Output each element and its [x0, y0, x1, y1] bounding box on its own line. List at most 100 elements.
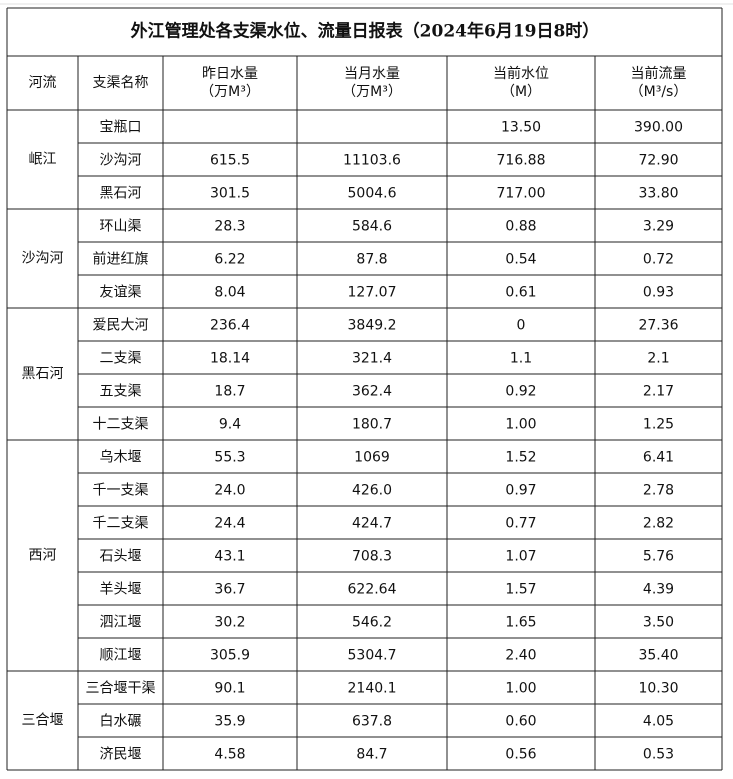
value-cell: 1.57 — [505, 582, 536, 598]
value-cell: 18.14 — [210, 351, 250, 367]
value-cell: 362.4 — [352, 384, 392, 400]
value-cell: 13.50 — [501, 120, 541, 136]
value-cell: 10.30 — [638, 681, 678, 697]
value-cell: 3.29 — [643, 219, 674, 235]
value-cell: 43.1 — [214, 549, 245, 565]
canal-name: 千一支渠 — [93, 483, 149, 499]
value-cell: 301.5 — [210, 186, 250, 202]
value-cell: 5004.6 — [348, 186, 397, 202]
value-cell: 2.82 — [643, 516, 674, 532]
value-cell: 6.22 — [214, 252, 245, 268]
canal-name: 环山渠 — [100, 219, 142, 235]
value-cell: 4.39 — [643, 582, 674, 598]
canal-name: 宝瓶口 — [100, 120, 142, 136]
value-cell: 0.88 — [505, 219, 536, 235]
value-cell: 2.1 — [647, 351, 669, 367]
header-cell: （M） — [501, 84, 541, 100]
value-cell: 2.78 — [643, 483, 674, 499]
value-cell: 0.54 — [505, 252, 536, 268]
header-cell: （M³/s） — [630, 84, 688, 100]
value-cell: 30.2 — [214, 615, 245, 631]
value-cell: 1.07 — [505, 549, 536, 565]
value-cell: 716.88 — [497, 153, 546, 169]
value-cell: 424.7 — [352, 516, 392, 532]
value-cell: 27.36 — [638, 318, 678, 334]
river-cell: 沙沟河 — [22, 251, 64, 267]
value-cell: 3849.2 — [348, 318, 397, 334]
value-cell: 1.25 — [643, 417, 674, 433]
canal-name: 三合堰干渠 — [86, 681, 156, 697]
value-cell: 305.9 — [210, 648, 250, 664]
value-cell: 426.0 — [352, 483, 392, 499]
value-cell: 5.76 — [643, 549, 674, 565]
canal-name: 千二支渠 — [93, 516, 149, 532]
value-cell: 4.58 — [214, 747, 245, 763]
header-cell: 昨日水量 — [202, 66, 258, 82]
value-cell: 87.8 — [356, 252, 387, 268]
canal-name: 羊头堰 — [100, 582, 142, 598]
value-cell: 236.4 — [210, 318, 250, 334]
value-cell: 35.40 — [638, 648, 678, 664]
value-cell: 4.05 — [643, 714, 674, 730]
value-cell: 1.1 — [510, 351, 532, 367]
value-cell: 0.72 — [643, 252, 674, 268]
value-cell: 36.7 — [214, 582, 245, 598]
header-cell: 河流 — [29, 75, 57, 91]
river-cell: 黑石河 — [22, 366, 64, 382]
value-cell: 637.8 — [352, 714, 392, 730]
header-cell: 当月水量 — [344, 66, 400, 82]
value-cell: 5304.7 — [348, 648, 397, 664]
canal-name: 前进红旗 — [93, 251, 149, 268]
canal-name: 五支渠 — [100, 384, 142, 400]
value-cell: 0.56 — [505, 747, 536, 763]
value-cell: 0.60 — [505, 714, 536, 730]
value-cell: 8.04 — [214, 285, 245, 301]
value-cell: 84.7 — [356, 747, 387, 763]
canal-name: 二支渠 — [100, 351, 142, 367]
value-cell: 0 — [517, 318, 526, 334]
value-cell: 1.52 — [505, 450, 536, 466]
river-cell: 三合堰 — [22, 713, 64, 729]
value-cell: 9.4 — [219, 417, 241, 433]
canal-name: 顺江堰 — [100, 648, 142, 664]
value-cell: 6.41 — [643, 450, 674, 466]
value-cell: 622.64 — [348, 582, 397, 598]
value-cell: 33.80 — [638, 186, 678, 202]
value-cell: 0.61 — [505, 285, 536, 301]
canal-name: 白水碾 — [100, 714, 142, 730]
header-cell: 支渠名称 — [93, 75, 149, 91]
value-cell: 2.17 — [643, 384, 674, 400]
value-cell: 584.6 — [352, 219, 392, 235]
value-cell: 11103.6 — [343, 153, 401, 169]
value-cell: 321.4 — [352, 351, 392, 367]
value-cell: 18.7 — [214, 384, 245, 400]
header-cell: （万M³） — [342, 84, 402, 100]
value-cell: 615.5 — [210, 153, 250, 169]
canal-name: 乌木堰 — [100, 450, 142, 466]
value-cell: 0.92 — [505, 384, 536, 400]
value-cell: 28.3 — [214, 219, 245, 235]
value-cell: 717.00 — [497, 186, 546, 202]
value-cell: 24.0 — [214, 483, 245, 499]
value-cell: 390.00 — [634, 120, 683, 136]
value-cell: 72.90 — [638, 153, 678, 169]
value-cell: 2.40 — [505, 648, 536, 664]
canal-name: 友谊渠 — [100, 285, 142, 301]
canal-name: 十二支渠 — [93, 417, 149, 433]
value-cell: 2140.1 — [348, 681, 397, 697]
value-cell: 0.77 — [505, 516, 536, 532]
title: 外江管理处各支渠水位、流量日报表（2024年6月19日8时） — [131, 21, 600, 42]
value-cell: 3.50 — [643, 615, 674, 631]
value-cell: 127.07 — [348, 285, 397, 301]
canal-name: 黑石河 — [100, 186, 142, 202]
canal-name: 爱民大河 — [93, 318, 149, 334]
value-cell: 35.9 — [214, 714, 245, 730]
canal-name: 沙沟河 — [100, 153, 142, 169]
value-cell: 0.97 — [505, 483, 536, 499]
value-cell: 708.3 — [352, 549, 392, 565]
value-cell: 55.3 — [214, 450, 245, 466]
river-cell: 西河 — [29, 548, 57, 564]
value-cell: 90.1 — [214, 681, 245, 697]
canal-name: 泗江堰 — [100, 615, 142, 631]
